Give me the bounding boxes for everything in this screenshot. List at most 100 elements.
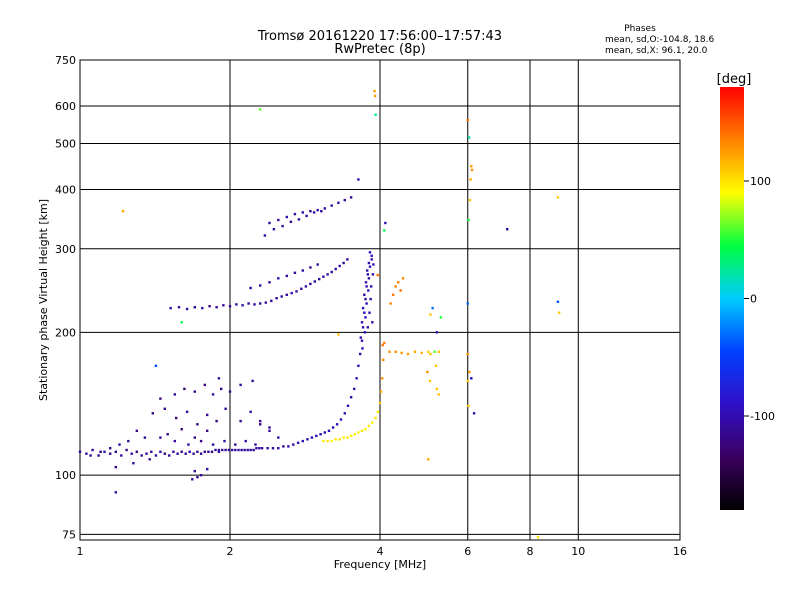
echo-point [203, 383, 206, 387]
echo-point [364, 297, 367, 301]
echo-point [330, 439, 333, 443]
echo-point [239, 383, 242, 387]
echo-point [364, 316, 367, 319]
echo-point [364, 428, 367, 431]
echo-point [188, 450, 191, 453]
echo-point [259, 423, 262, 426]
chart-title: Tromsø 20161220 17:56:00–17:57:43 [257, 29, 502, 44]
echo-point [439, 316, 443, 319]
echo-point [234, 443, 237, 446]
echo-point [315, 434, 318, 438]
echo-point [343, 412, 346, 415]
echo-point [309, 210, 312, 213]
echo-point [472, 412, 476, 415]
echo-point [145, 452, 148, 455]
echo-point [363, 311, 366, 314]
echo-point [366, 269, 369, 272]
echo-point [369, 297, 372, 301]
echo-point [91, 448, 94, 452]
echo-point [240, 448, 243, 452]
colorbar-gradient [720, 87, 744, 510]
echo-point [222, 304, 225, 307]
echo-point [180, 321, 183, 324]
echo-point [371, 321, 374, 324]
echo-point [78, 450, 82, 453]
echo-point [304, 285, 308, 288]
echo-point [301, 269, 304, 272]
echo-point [361, 306, 365, 310]
echo-point [215, 419, 218, 423]
echo-point [259, 302, 262, 305]
echo-point [163, 452, 166, 455]
echo-point [429, 313, 432, 316]
echo-point [293, 212, 297, 216]
colorbar-ticks: 100 0 -100 [744, 175, 775, 423]
x-tick-label: 6 [464, 545, 471, 558]
echo-point [290, 291, 293, 295]
echo-point [148, 458, 151, 461]
echo-point [271, 447, 275, 450]
echo-point [309, 282, 312, 286]
echo-point [437, 393, 440, 396]
echo-point [192, 452, 195, 455]
echo-point [169, 306, 172, 310]
echo-point [468, 198, 472, 202]
echo-point [185, 410, 189, 413]
echo-point [151, 412, 154, 415]
echo-point [368, 265, 372, 268]
echo-point [143, 436, 147, 439]
echo-point [326, 273, 329, 276]
echo-point [376, 410, 379, 413]
x-tick-label: 2 [227, 545, 234, 558]
echo-point [383, 229, 386, 232]
echo-point [285, 215, 288, 219]
echo-point [275, 297, 278, 300]
echo-point [312, 211, 316, 214]
echo-point [399, 289, 402, 292]
echo-point [301, 439, 304, 443]
echo-point [339, 418, 343, 421]
echo-point [266, 447, 269, 450]
chart-subtitle: RwPretec (8p) [334, 42, 425, 57]
echo-point [211, 393, 215, 396]
y-tick-label: 750 [55, 54, 76, 67]
echo-point [331, 426, 335, 429]
echo-point [556, 300, 560, 303]
echo-point [338, 438, 341, 441]
echo-point [251, 379, 254, 383]
x-tick-label: 8 [527, 545, 534, 558]
echo-point [199, 439, 203, 443]
echo-point [228, 305, 232, 308]
echo-point [154, 454, 158, 457]
echo-point [287, 445, 290, 448]
stats-heading: Phases [624, 24, 656, 34]
echo-point [154, 364, 158, 367]
echo-point [300, 287, 303, 290]
echo-point [370, 285, 373, 288]
echo-point [360, 339, 364, 342]
echo-point [217, 448, 221, 452]
echo-point [310, 436, 314, 439]
echo-point [244, 439, 247, 443]
echo-point [99, 450, 102, 453]
echo-point [556, 196, 560, 199]
echo-point [217, 377, 221, 380]
echo-point [383, 341, 386, 345]
echo-point [365, 285, 368, 288]
echo-point [367, 424, 371, 428]
echo-point [316, 263, 319, 266]
echo-point [293, 271, 297, 274]
echo-point [363, 293, 366, 296]
echo-point [469, 178, 472, 181]
echo-point [185, 307, 189, 311]
echo-point [373, 94, 377, 98]
echo-point [193, 390, 196, 393]
colorbar-tick-label: 0 [750, 293, 757, 306]
echo-point [208, 305, 211, 308]
echo-point [97, 454, 100, 457]
echo-point [429, 352, 432, 356]
echo-point [368, 311, 371, 314]
echo-point [373, 89, 376, 93]
echo-point [270, 299, 273, 303]
echo-point [434, 364, 438, 367]
